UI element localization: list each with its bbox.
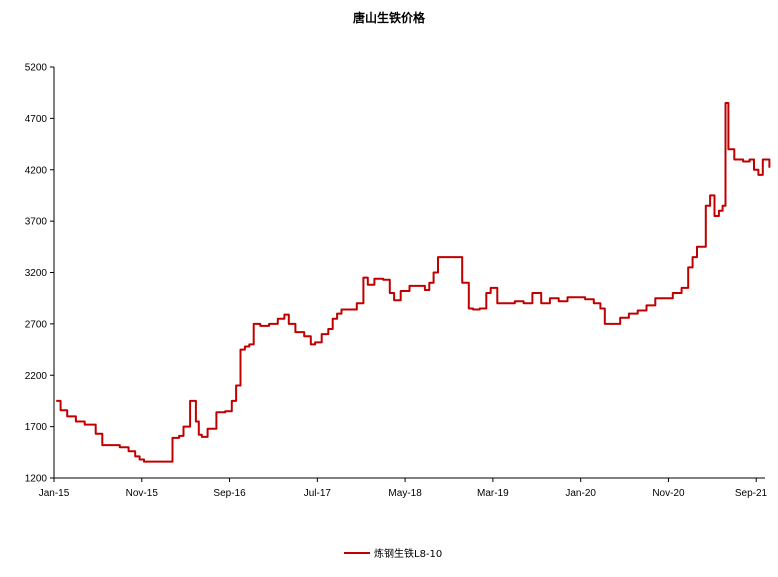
y-tick-label: 3200 <box>25 268 48 279</box>
y-tick-label: 3700 <box>25 217 48 228</box>
y-tick-label: 2700 <box>25 319 48 330</box>
y-tick-label: 4700 <box>25 114 48 125</box>
chart-title: 唐山生铁价格 <box>353 10 426 25</box>
series-line <box>56 102 771 463</box>
y-tick-label: 4200 <box>25 165 48 176</box>
series-group <box>56 102 771 463</box>
x-tick-label: May-18 <box>388 488 422 499</box>
y-tick-label: 2200 <box>25 371 48 382</box>
x-tick-label: Sep-21 <box>735 488 768 499</box>
x-tick-label: Nov-15 <box>126 488 159 499</box>
x-axis-ticks: Jan-15 Nov-15 Sep-16 Jul-17 May-18 Mar-19 Jan-… <box>39 478 768 499</box>
x-tick-label: Jan-15 <box>39 488 70 499</box>
x-tick-label: Jul-17 <box>304 488 332 499</box>
y-tick-label: 1700 <box>25 422 48 433</box>
y-tick-label: 1200 <box>25 474 48 485</box>
legend: 炼钢生铁L8-10 <box>344 547 442 560</box>
y-axis-ticks: 1200 1700 2200 2700 3200 3700 4200 4700 5200 <box>25 63 54 485</box>
x-tick-label: Mar-19 <box>477 488 509 499</box>
y-tick-label: 5200 <box>25 63 48 74</box>
x-tick-label: Jan-20 <box>565 488 596 499</box>
x-tick-label: Sep-16 <box>213 488 246 499</box>
legend-label: 炼钢生铁L8-10 <box>374 547 442 560</box>
x-tick-label: Nov-20 <box>652 488 685 499</box>
